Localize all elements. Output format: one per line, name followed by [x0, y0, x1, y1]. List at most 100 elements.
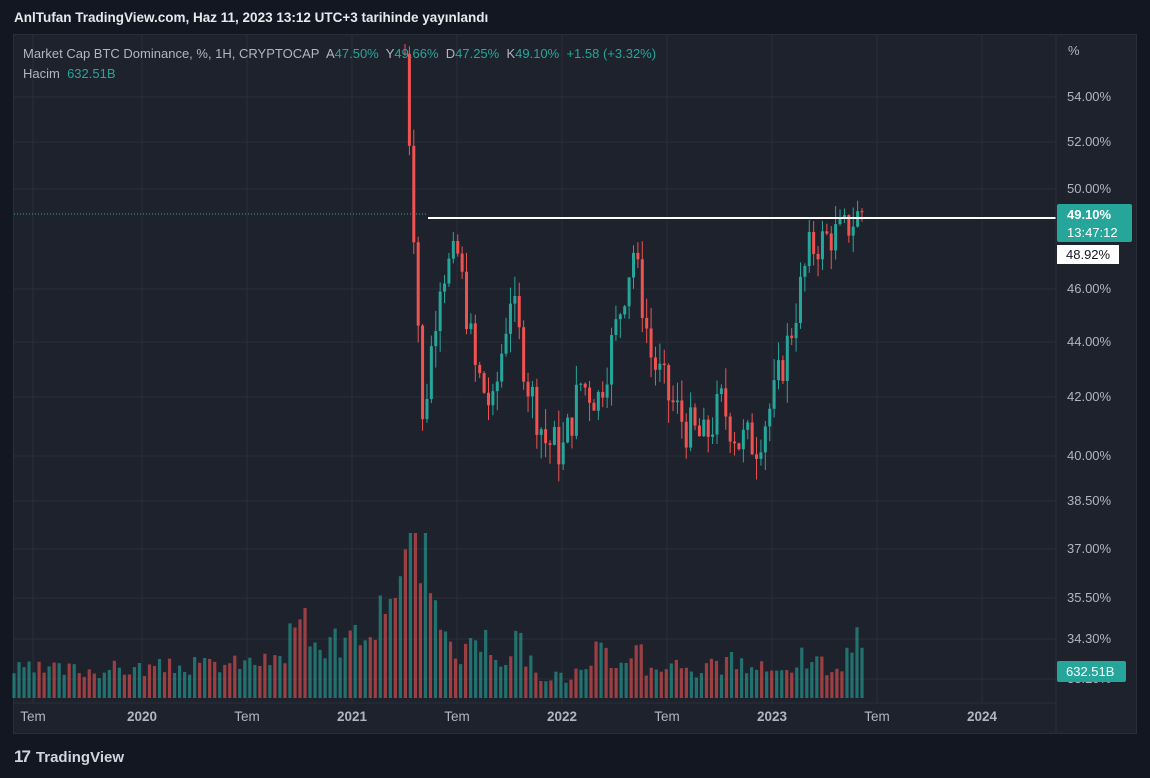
volume-bar	[428, 593, 433, 698]
volume-bar	[183, 671, 187, 698]
volume-bar	[293, 627, 297, 698]
candle-body	[768, 408, 772, 427]
volume-bar	[474, 640, 478, 698]
volume-bar	[283, 663, 287, 698]
volume-bar	[82, 676, 86, 698]
volume-bar	[820, 656, 824, 698]
volume-bar	[273, 655, 277, 698]
volume-bar	[709, 658, 714, 698]
volume-bar	[780, 670, 784, 698]
volume-bar	[694, 677, 699, 698]
candle-body	[486, 392, 490, 406]
time-tick-label: Tem	[444, 709, 470, 724]
candle-body	[500, 353, 504, 382]
candle-body	[684, 421, 688, 448]
candle-body	[544, 429, 548, 444]
volume-bar	[664, 669, 668, 698]
candle-body	[733, 441, 737, 444]
open-label: A	[325, 46, 335, 61]
candle-body	[495, 381, 499, 392]
volume-bar	[52, 662, 56, 698]
volume-bar	[790, 672, 794, 698]
volume-bar	[509, 656, 513, 698]
volume-bar	[589, 665, 593, 698]
price-tick-label: 52.00%	[1067, 134, 1112, 149]
time-tick-label: Tem	[864, 709, 890, 724]
volume-bar	[67, 663, 71, 698]
level-tag-bg	[1057, 245, 1119, 264]
candle-body	[526, 381, 530, 397]
candle-body	[579, 383, 583, 385]
candle-body	[693, 407, 697, 426]
volume-bar	[584, 669, 588, 698]
volume-bar	[524, 666, 528, 698]
symbol-title[interactable]: Market Cap BTC Dominance, %, 1H, CRYPTOC…	[23, 46, 320, 61]
volume-bar	[308, 646, 312, 698]
volume-bar	[750, 667, 754, 698]
volume-bar	[132, 667, 137, 698]
high-label: Y	[385, 46, 395, 61]
volume-bar	[504, 664, 508, 698]
volume-bar	[243, 660, 247, 698]
volume-bar	[313, 642, 317, 698]
volume-bar	[855, 627, 859, 698]
footer-brand[interactable]: 17 TradingView	[14, 747, 124, 767]
volume-bar	[448, 641, 453, 698]
candle-body	[851, 226, 855, 236]
volume-bar	[97, 678, 101, 698]
volume-bar	[117, 667, 121, 698]
volume-bar	[438, 629, 443, 698]
candle-body	[636, 252, 640, 260]
price-axis-ticks: 54.00% 52.00% 50.00% 46.00% 44.00% 42.00% 40.0…	[1067, 89, 1112, 686]
candle-body	[552, 426, 556, 445]
candle-body	[412, 145, 416, 243]
candle-body	[667, 365, 671, 401]
volume-bar	[514, 630, 518, 698]
volume-bar	[22, 667, 26, 698]
volume-bar	[278, 655, 282, 698]
candle-body	[504, 333, 508, 354]
low-value: 47.25%	[455, 46, 500, 61]
volume-bar	[574, 668, 578, 698]
volume-bar	[122, 674, 126, 698]
candle-body	[557, 426, 561, 465]
countdown-tag: 13:47:12	[1067, 225, 1118, 240]
volume-bar	[373, 639, 377, 698]
candle-body	[522, 327, 526, 382]
candle-body	[478, 364, 482, 374]
volume-bar	[554, 671, 558, 698]
volume-bar	[17, 662, 21, 698]
time-tick-label: 2023	[757, 709, 788, 724]
candle-body	[508, 303, 512, 334]
chart-panel[interactable]	[13, 34, 1137, 734]
volume-bar	[704, 663, 709, 698]
volume-bar	[413, 533, 418, 698]
volume-bar	[443, 631, 448, 698]
price-tick-label: 54.00%	[1067, 89, 1112, 104]
volume-bars	[12, 533, 864, 698]
volume-bar	[835, 668, 839, 698]
volume-bar	[684, 667, 688, 698]
volume-bar	[654, 669, 658, 698]
candle-body	[592, 402, 596, 411]
volume-bar	[137, 663, 142, 698]
volume-bar	[248, 657, 252, 698]
volume-bar	[539, 681, 543, 698]
volume-bar	[469, 638, 473, 698]
candle-body	[763, 426, 767, 453]
candle-body	[548, 443, 552, 445]
volume-bar	[213, 661, 217, 698]
candle-body	[820, 231, 824, 260]
volume-bar	[719, 674, 724, 698]
volume-bar	[218, 672, 222, 698]
candle-body	[403, 53, 407, 55]
volume-bar	[479, 651, 483, 698]
volume-bar	[494, 659, 498, 698]
volume-bar	[172, 672, 177, 698]
volume-bar	[203, 657, 207, 698]
candle-body	[697, 425, 701, 437]
volume-bar	[760, 661, 764, 698]
candle-body	[429, 346, 433, 400]
volume-bar	[614, 668, 618, 698]
